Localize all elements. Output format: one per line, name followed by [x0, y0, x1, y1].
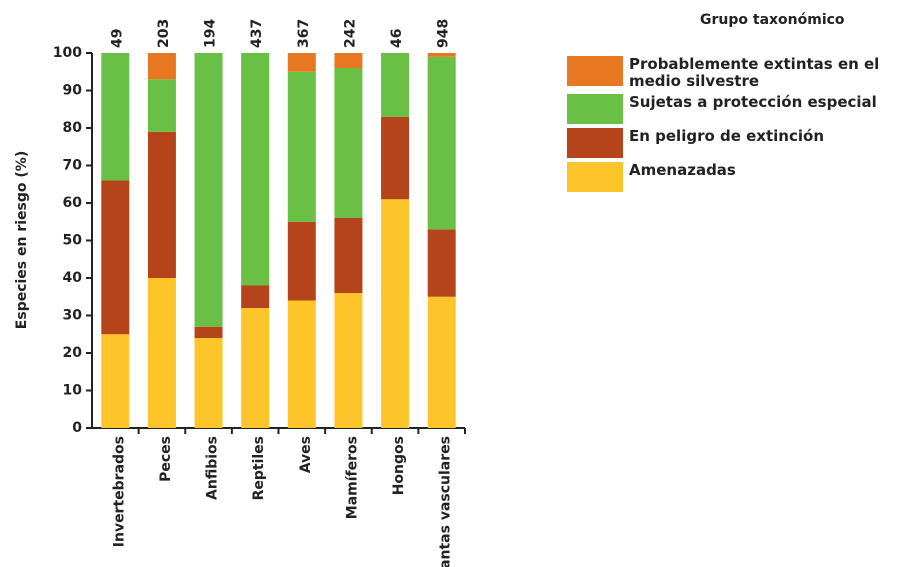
bar-segment — [241, 308, 270, 428]
bar-segment — [101, 53, 130, 181]
bar-segment — [287, 71, 316, 222]
bar-segment — [287, 300, 316, 428]
legend-item: En peligro de extinción — [567, 128, 924, 158]
legend-swatch — [567, 162, 623, 192]
bar-segment — [101, 180, 130, 335]
y-tick-label: 80 — [63, 120, 83, 136]
y-tick-label: 0 — [72, 420, 82, 436]
legend-label: Amenazadas — [629, 161, 736, 179]
bar-segment — [427, 229, 456, 297]
bar-annotation: 948 — [436, 19, 452, 48]
x-tick-label: Invertebrados — [111, 436, 127, 547]
bar-segment — [241, 53, 270, 286]
y-tick-label: 10 — [63, 383, 83, 399]
bar-annotation: 437 — [249, 19, 265, 48]
bar-segment — [381, 53, 410, 117]
legend-label: En peligro de extinción — [629, 127, 824, 145]
y-axis-label: Especies en riesgo (%) — [14, 151, 30, 329]
bar-segment — [194, 338, 223, 428]
bar-segment — [381, 116, 410, 200]
x-tick-label: Aves — [298, 436, 314, 473]
bar-annotation: 194 — [203, 19, 219, 48]
legend-item: Sujetas a protección especial — [567, 94, 924, 124]
bar-segment — [194, 53, 223, 327]
bar-segment — [194, 326, 223, 338]
legend-item: Amenazadas — [567, 162, 924, 192]
x-tick-label: Peces — [158, 436, 174, 482]
bar-segment — [427, 296, 456, 428]
bar-segment — [147, 131, 176, 278]
legend-swatch — [567, 128, 623, 158]
y-tick-label: 50 — [63, 233, 83, 249]
bar-annotation: 203 — [156, 19, 172, 48]
bar-annotation: 46 — [389, 29, 405, 48]
y-tick-label: 90 — [63, 83, 83, 99]
bar-segment — [101, 334, 130, 428]
x-tick-label: Hongos — [391, 436, 407, 495]
legend-swatch — [567, 56, 623, 86]
x-tick-label: Reptiles — [251, 436, 267, 500]
bar-segment — [334, 218, 363, 293]
legend-label: Sujetas a protección especial — [629, 93, 877, 111]
bar-segment — [334, 53, 363, 68]
bar-annotation: 367 — [296, 19, 312, 48]
bar-segment — [147, 278, 176, 428]
bar-segment — [287, 221, 316, 301]
y-tick-label: 40 — [63, 270, 83, 286]
y-tick-label: 20 — [63, 345, 83, 361]
bar-segment — [427, 56, 456, 230]
y-tick-label: 100 — [53, 45, 82, 61]
bar-annotation: 242 — [342, 19, 358, 48]
x-tick-label: Plantas vasculares — [438, 436, 454, 567]
bar-segment — [287, 53, 316, 72]
bar-segment — [381, 199, 410, 428]
y-tick-label: 30 — [63, 308, 83, 324]
bar-segment — [241, 285, 270, 308]
bar-segment — [334, 293, 363, 428]
bar-segment — [147, 53, 176, 80]
bar-annotation: 49 — [109, 29, 125, 48]
legend-label: Probablemente extintas en el medio silve… — [629, 55, 880, 90]
x-tick-label: Mamíferos — [344, 436, 360, 519]
bar-segment — [427, 53, 456, 57]
y-tick-label: 60 — [63, 195, 83, 211]
legend-title: Grupo taxonómico — [700, 12, 845, 28]
legend-item: Probablemente extintas en el medio silve… — [567, 56, 924, 90]
x-tick-label: Anfibios — [205, 436, 221, 500]
legend-swatch — [567, 94, 623, 124]
bar-segment — [334, 68, 363, 218]
bar-segment — [147, 79, 176, 132]
legend: Grupo taxonómico Probablemente extintas … — [567, 12, 924, 196]
y-tick-label: 70 — [63, 158, 83, 174]
